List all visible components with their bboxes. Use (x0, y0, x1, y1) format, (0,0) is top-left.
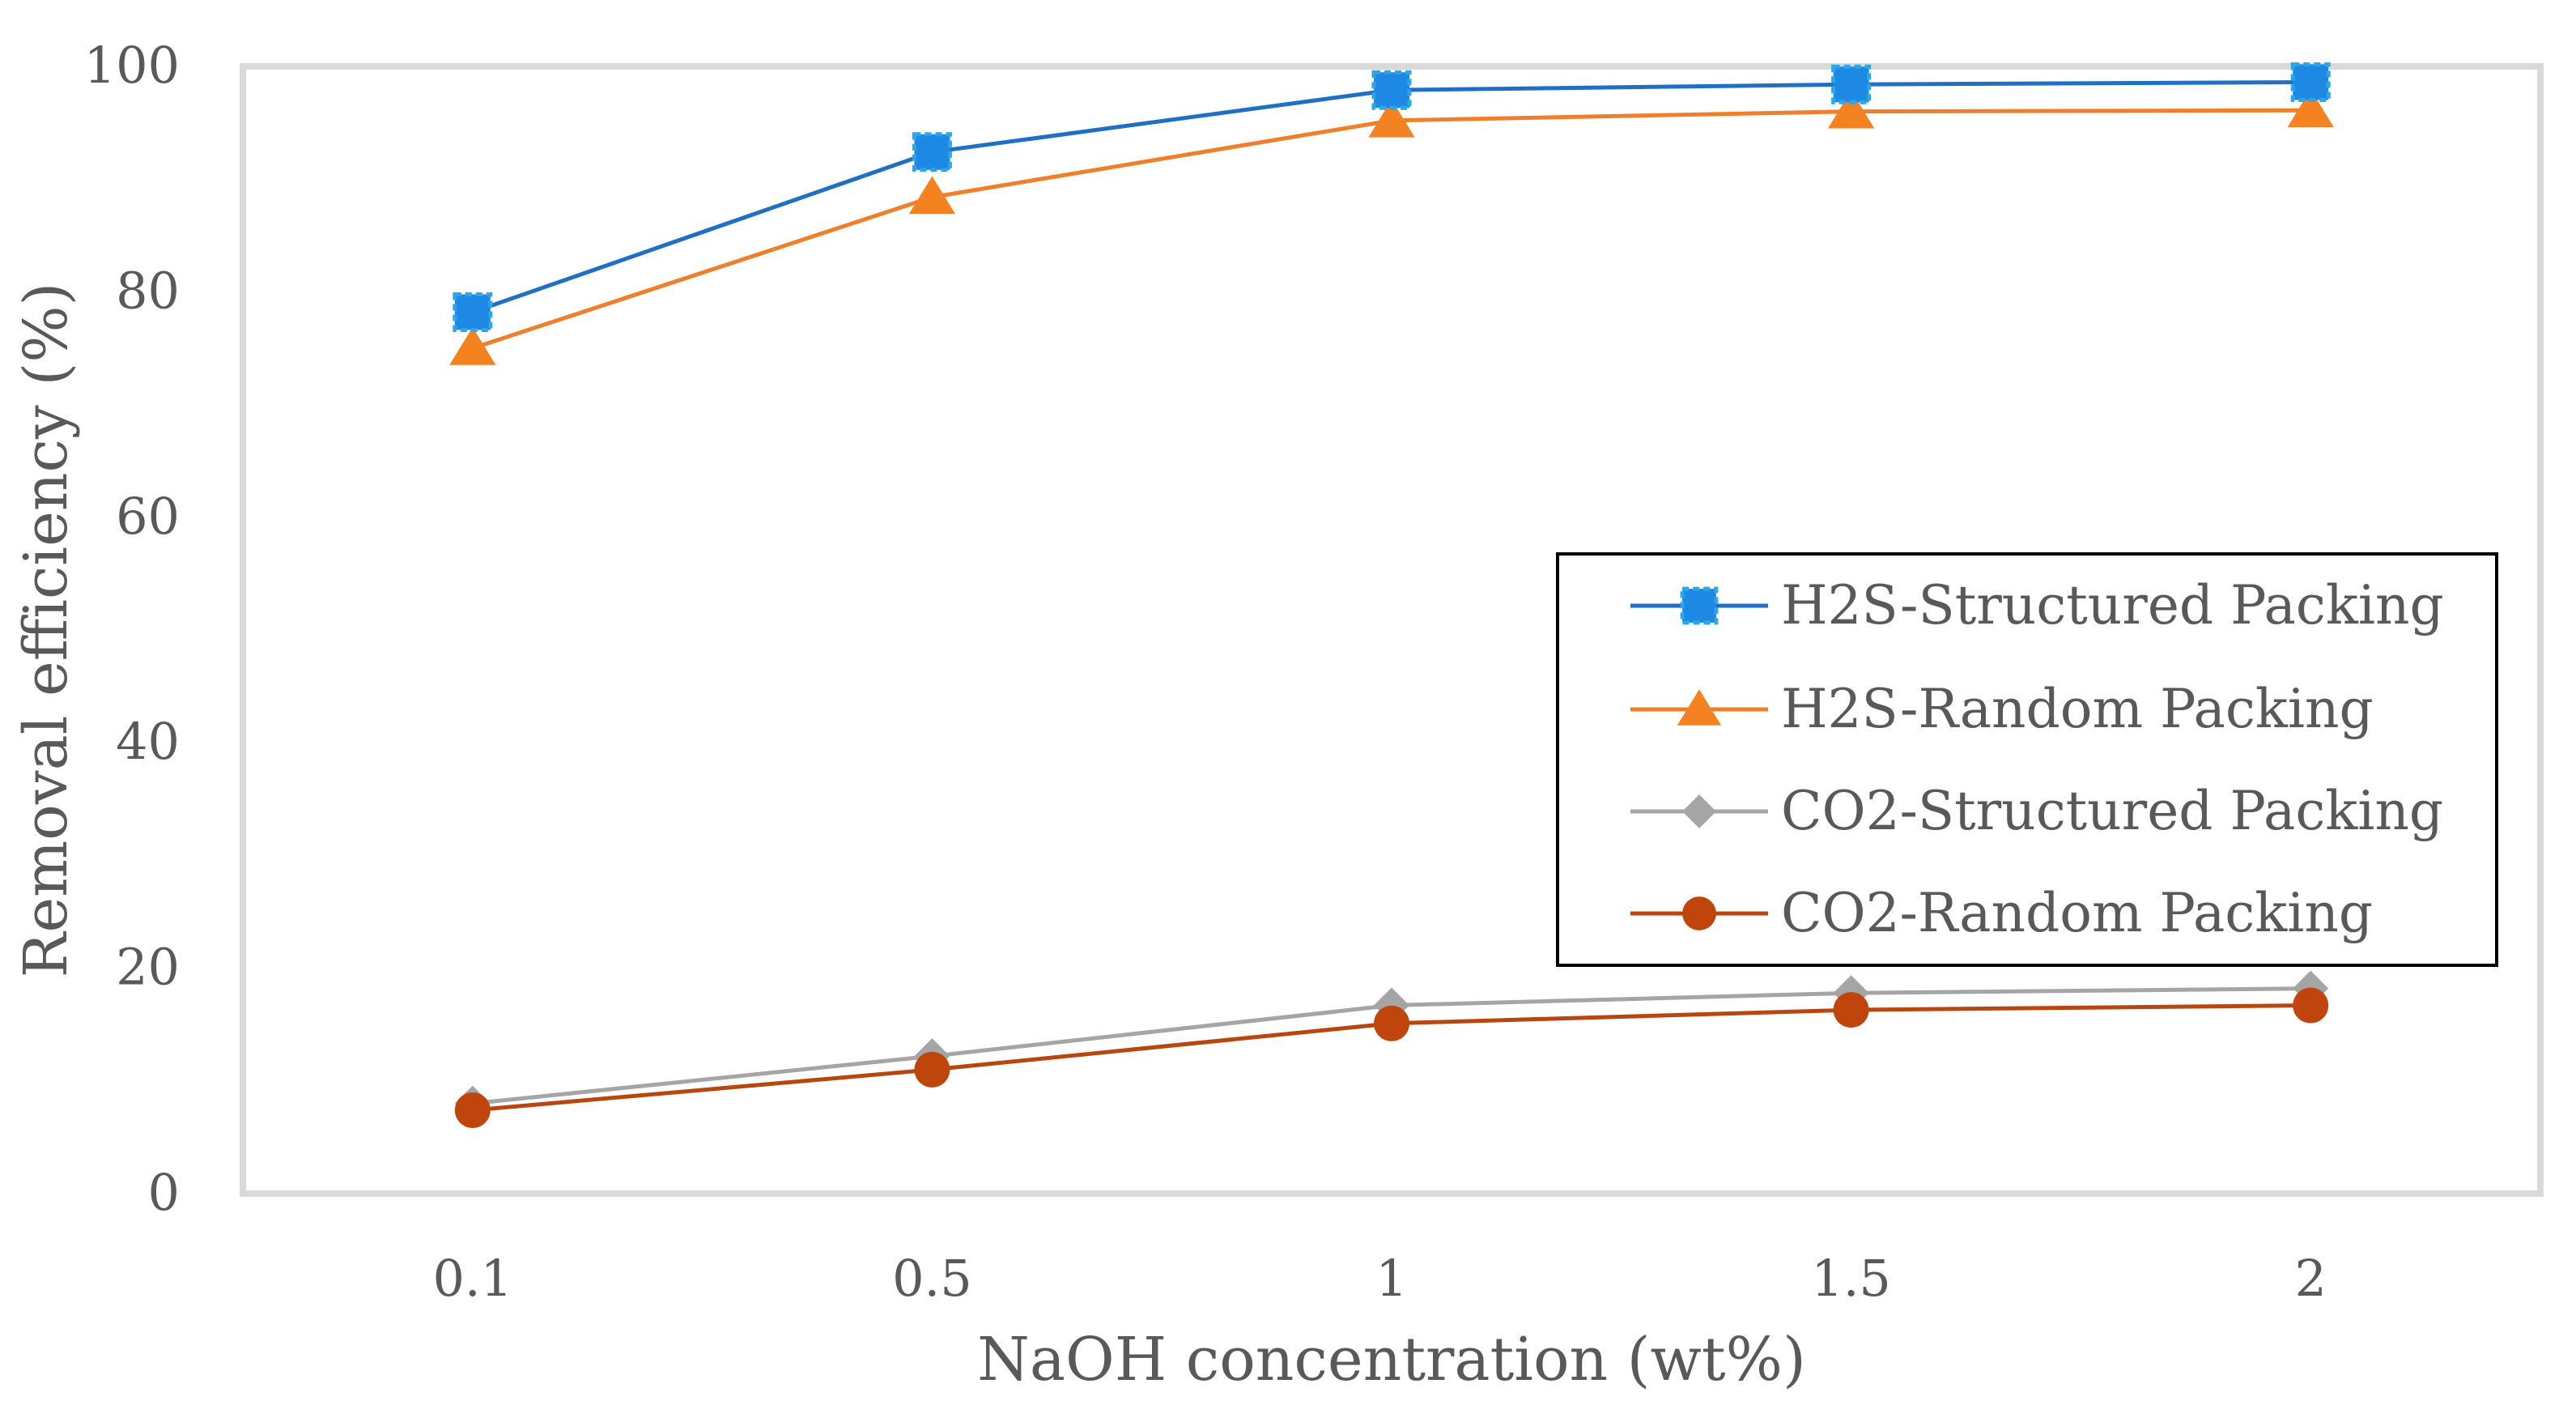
series-h2s-structured-packing (453, 62, 2331, 332)
legend-diamond-marker (1682, 794, 1716, 828)
y-tick-label: 100 (84, 36, 180, 95)
x-tick-label: 1.5 (1811, 1249, 1891, 1308)
legend-square-marker (1680, 586, 1719, 625)
x-tick-label: 0.1 (432, 1249, 512, 1308)
y-axis-tick-labels: 0 20 40 60 80 100 (84, 36, 180, 1222)
data-point-triangle-marker (1828, 90, 1875, 129)
series-layer (449, 62, 2334, 1128)
legend-item: H2S-Structured Packing (1630, 574, 2444, 636)
data-point-square-marker (1831, 64, 1872, 104)
x-tick-label: 0.5 (892, 1249, 972, 1308)
data-point-triangle-marker (1368, 99, 1415, 138)
y-tick-label: 40 (116, 712, 180, 771)
data-point-square-marker (1371, 70, 1412, 110)
data-point-square-marker (2290, 62, 2331, 102)
legend-label: CO2-Structured Packing (1781, 780, 2443, 842)
legend-label: H2S-Structured Packing (1781, 574, 2444, 636)
legend-circle-marker (1682, 896, 1716, 930)
x-axis-tick-labels: 0.1 0.5 1 1.5 2 (432, 1249, 2326, 1308)
x-tick-label: 1 (1375, 1249, 1407, 1308)
data-point-triangle-marker (449, 327, 496, 365)
series-co2-random-packing (454, 987, 2329, 1128)
y-tick-label: 0 (148, 1163, 180, 1222)
legend-item: CO2-Random Packing (1630, 882, 2373, 944)
legend: H2S-Structured Packing H2S-Random Packing… (1556, 552, 2498, 967)
x-tick-label: 2 (2294, 1249, 2326, 1308)
data-point-circle-marker (2293, 987, 2329, 1024)
data-point-circle-marker (454, 1092, 491, 1128)
data-point-circle-marker (1833, 992, 1869, 1028)
data-point-circle-marker (1374, 1005, 1409, 1041)
legend-item: CO2-Structured Packing (1630, 780, 2443, 842)
y-tick-label: 20 (116, 938, 180, 997)
x-axis-title: NaOH concentration (wt%) (977, 1325, 1806, 1394)
plot-area-frame (240, 63, 2544, 1197)
data-point-square-marker (912, 132, 952, 172)
legend-label: H2S-Random Packing (1781, 678, 2374, 740)
y-axis-title: Removal efficiency (%) (11, 283, 81, 978)
y-tick-label: 80 (116, 261, 180, 320)
legend-triangle-marker (1677, 689, 1722, 726)
data-point-circle-marker (914, 1051, 950, 1088)
legend-label: CO2-Random Packing (1781, 882, 2373, 944)
data-point-triangle-marker (908, 176, 955, 215)
data-point-triangle-marker (2287, 89, 2334, 128)
y-tick-label: 60 (116, 487, 180, 546)
legend-item: H2S-Random Packing (1630, 678, 2374, 740)
data-point-square-marker (453, 292, 493, 332)
series-h2s-random-packing (449, 89, 2334, 365)
